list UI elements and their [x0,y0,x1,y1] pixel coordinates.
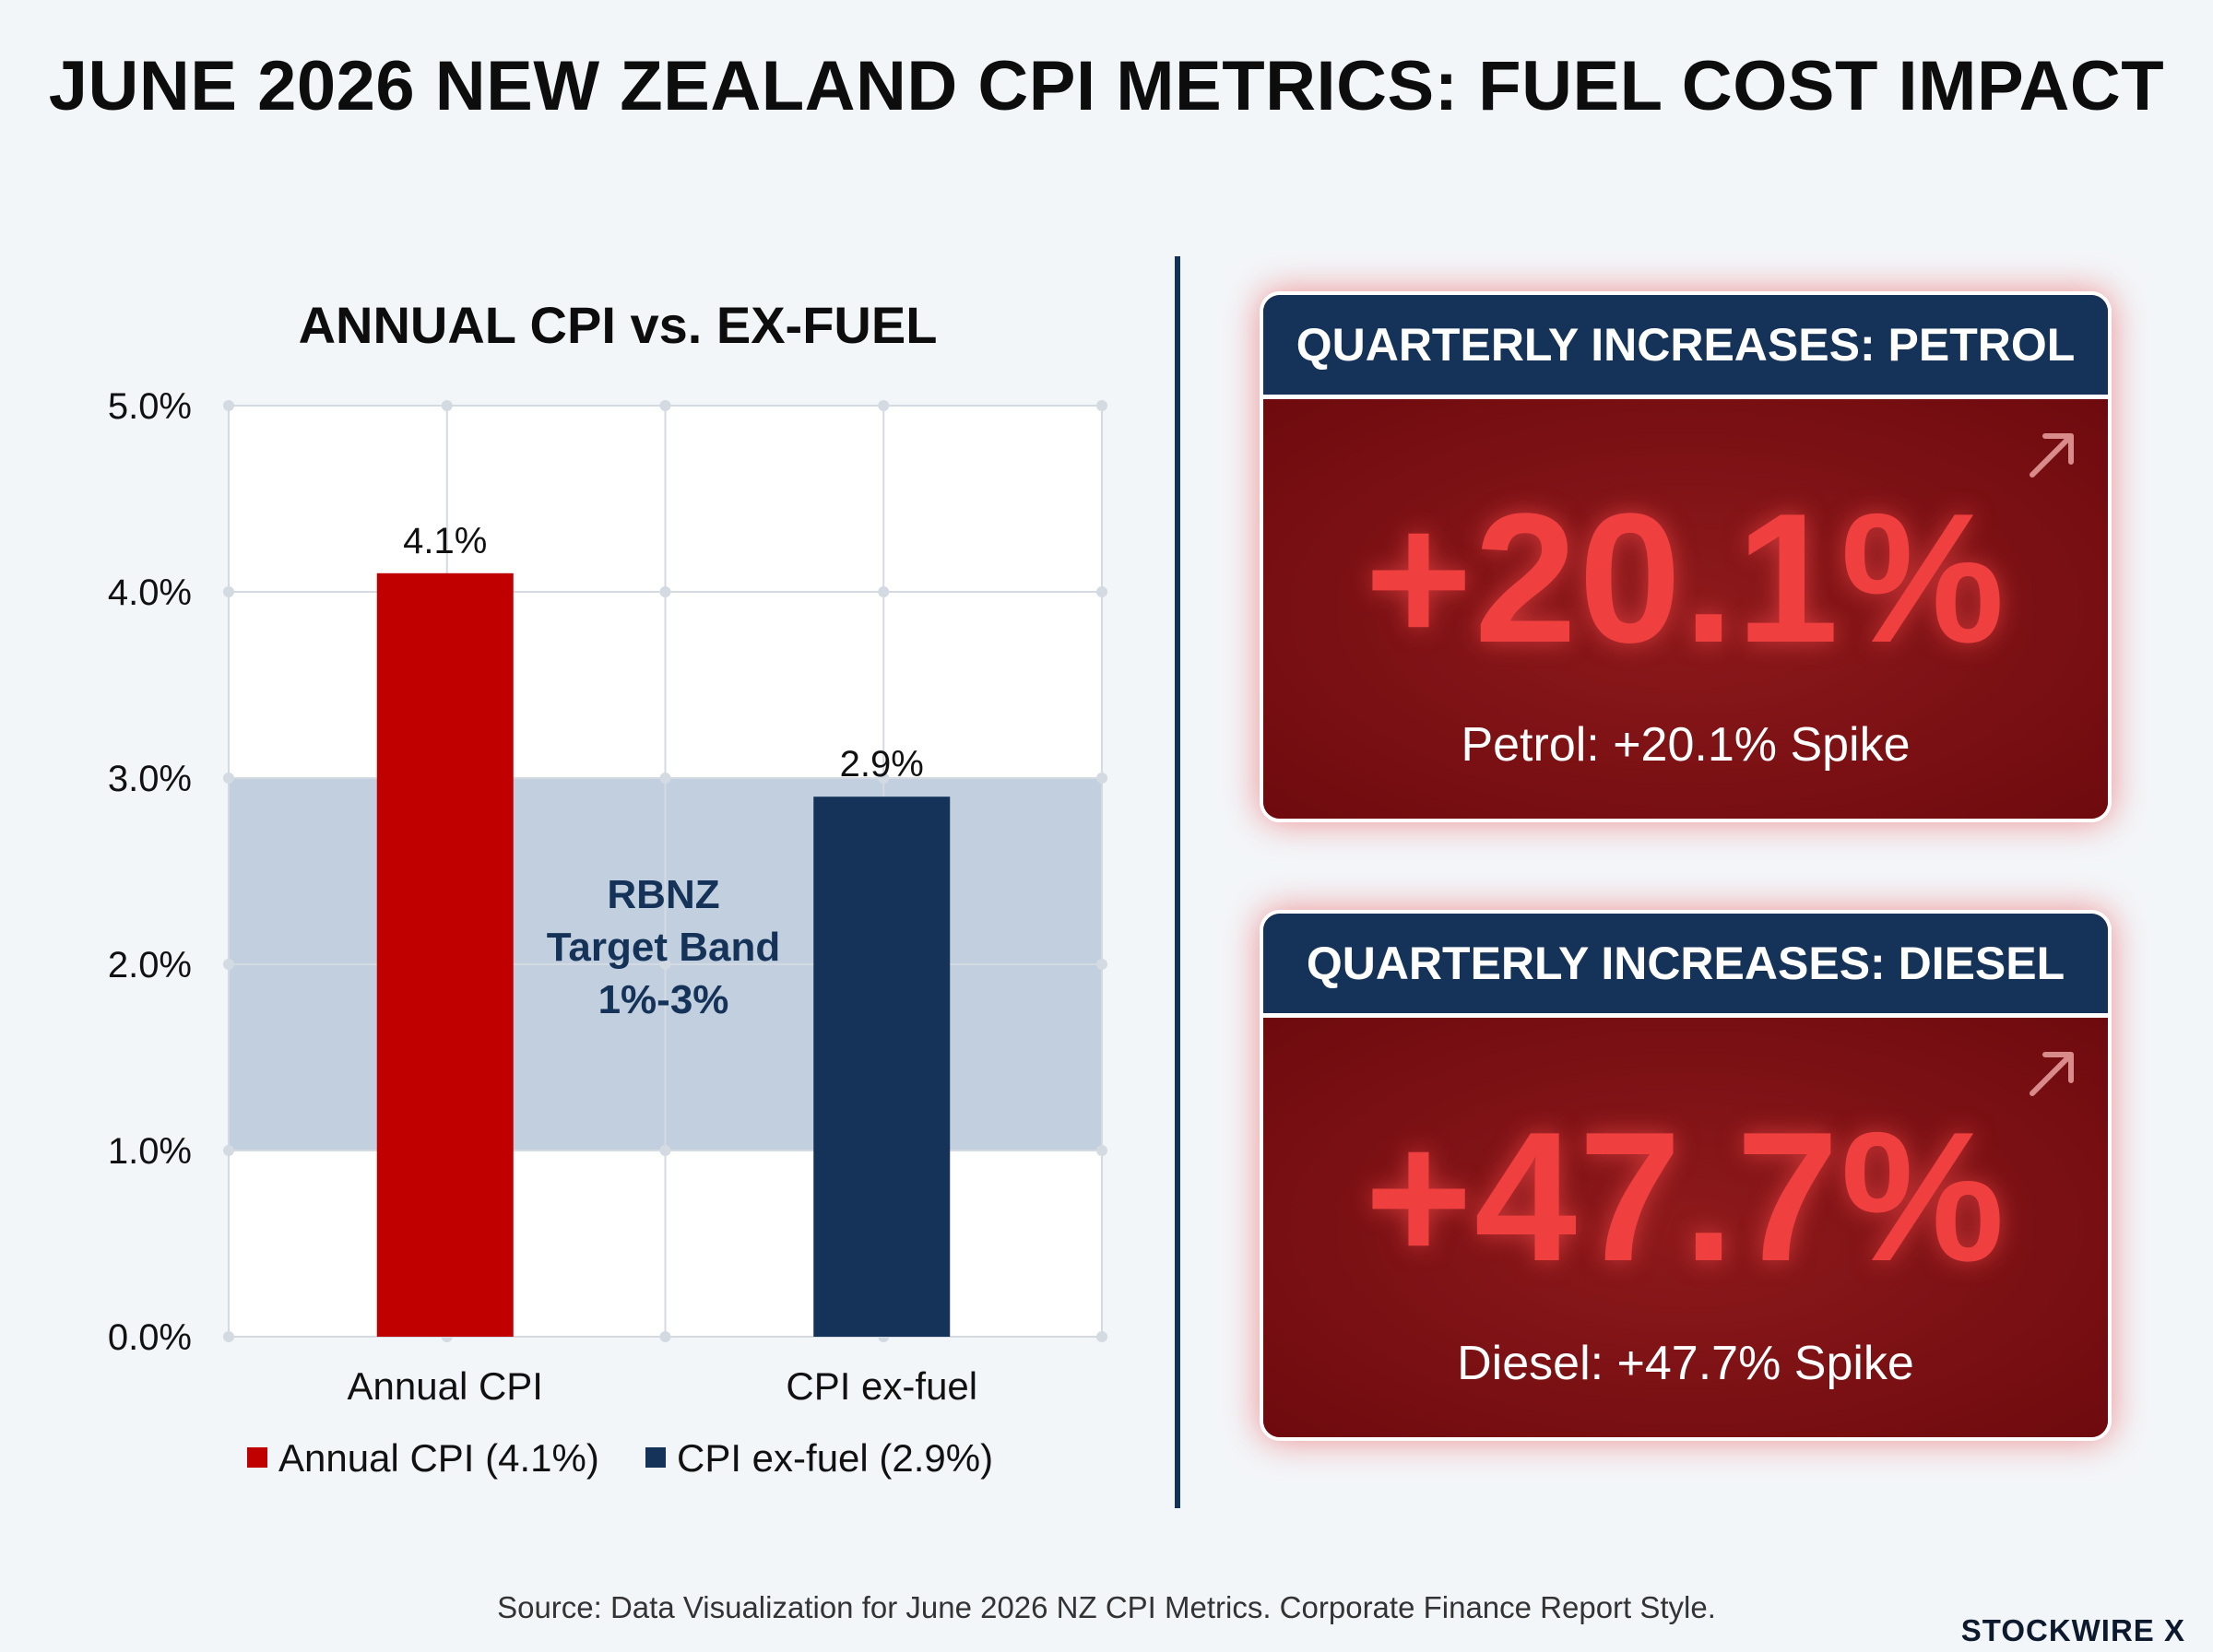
grid-node [878,586,890,597]
petrol-card-body: +20.1% Petrol: +20.1% Spike [1263,399,2108,819]
grid-node [223,959,234,970]
bar-cpi-ex-fuel [813,796,951,1337]
grid-node [223,400,234,411]
arrow-up-right-icon [2030,433,2074,478]
arrow-up-right-icon [2030,1052,2074,1096]
grid-node [223,1145,234,1156]
x-tick-label: Annual CPI [348,1364,543,1408]
petrol-caption: Petrol: +20.1% Spike [1461,718,1911,772]
bar-data-label: 4.1% [403,521,487,561]
grid-node [659,1331,671,1342]
legend-swatch [645,1447,666,1468]
target-band-label: Target Band [547,925,780,970]
source-note: Source: Data Visualization for June 2026… [497,1590,1716,1624]
y-tick-label: 2.0% [108,945,192,985]
legend-entry: Annual CPI (4.1%) [278,1436,599,1480]
y-tick-label: 5.0% [108,386,192,427]
petrol-card: QUARTERLY INCREASES: PETROL +20.1% Petro… [1260,291,2112,822]
target-band-label: 1%-3% [598,977,729,1022]
grid-node [1096,959,1107,970]
diesel-caption: Diesel: +47.7% Spike [1457,1337,1914,1390]
chart-title: ANNUAL CPI vs. EX-FUEL [298,296,938,354]
y-tick-label: 4.0% [108,572,192,613]
grid-node [878,400,890,411]
bar-annual-cpi [376,572,514,1337]
grid-node [223,586,234,597]
petrol-increase-value: +20.1% [1365,476,2006,681]
bar-data-label: 2.9% [840,744,924,785]
grid-node [1096,400,1107,411]
grid-node [223,773,234,784]
x-tick-label: CPI ex-fuel [786,1364,977,1408]
legend-entry: CPI ex-fuel (2.9%) [677,1436,993,1480]
grid-node [659,959,671,970]
grid-node [223,1331,234,1342]
diesel-card-header: QUARTERLY INCREASES: DIESEL [1263,914,2108,1018]
grid-node [659,586,671,597]
legend-swatch [247,1447,267,1468]
petrol-card-header: QUARTERLY INCREASES: PETROL [1263,295,2108,399]
y-tick-label: 1.0% [108,1131,192,1172]
page-title: JUNE 2026 NEW ZEALAND CPI METRICS: FUEL … [48,47,2165,125]
y-tick-label: 3.0% [108,759,192,799]
diesel-card: QUARTERLY INCREASES: DIESEL +47.7% Diese… [1260,910,2112,1441]
diesel-increase-value: +47.7% [1365,1094,2006,1300]
grid-node [441,400,453,411]
grid-node [1096,1145,1107,1156]
grid-node [878,773,890,784]
grid-node [659,773,671,784]
target-band-label: RBNZ [607,872,719,917]
grid-node [1096,586,1107,597]
grid-node [659,1145,671,1156]
y-tick-label: 0.0% [108,1317,192,1358]
grid-node [659,400,671,411]
grid-node [1096,1331,1107,1342]
cpi-bar-chart: 0.0% 1.0% 2.0% 3.0% 4.0% 5.0% RBNZ Target Band 1… [108,386,1107,1480]
section-divider [1175,256,1180,1508]
brand-logo: STOCKWIRE X [1960,1613,2185,1647]
grid-node [1096,773,1107,784]
diesel-card-body: +47.7% Diesel: +47.7% Spike [1263,1018,2108,1437]
